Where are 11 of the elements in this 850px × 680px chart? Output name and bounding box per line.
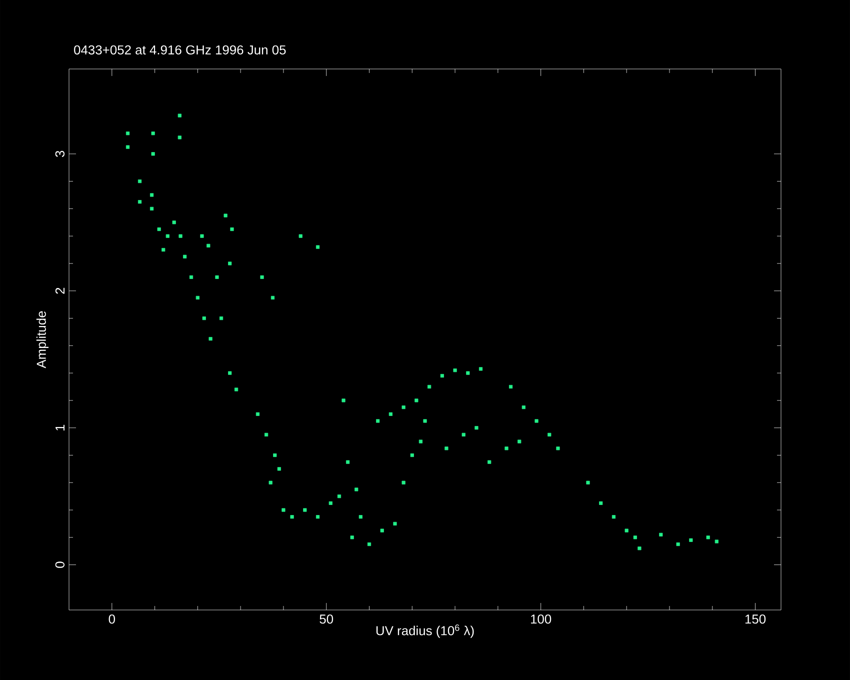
y-tick-label: 2 — [55, 288, 64, 294]
x-tick-label: 0 — [108, 614, 115, 624]
x-tick-label: 150 — [745, 614, 766, 624]
y-tick-label: 1 — [56, 424, 64, 430]
chart-title: 0433+052 at 4.916 GHz 1996 Jun 05 — [74, 45, 286, 54]
x-tick-label: 50 — [320, 614, 334, 624]
y-axis-title: Amplitude — [36, 311, 48, 368]
x-axis-title: UV radius (10$^{6}$ λ) — [376, 624, 474, 638]
y-tick-label: 3 — [55, 150, 64, 157]
y-tick-label: 0 — [55, 562, 64, 568]
x-tick-label: 100 — [530, 614, 552, 624]
